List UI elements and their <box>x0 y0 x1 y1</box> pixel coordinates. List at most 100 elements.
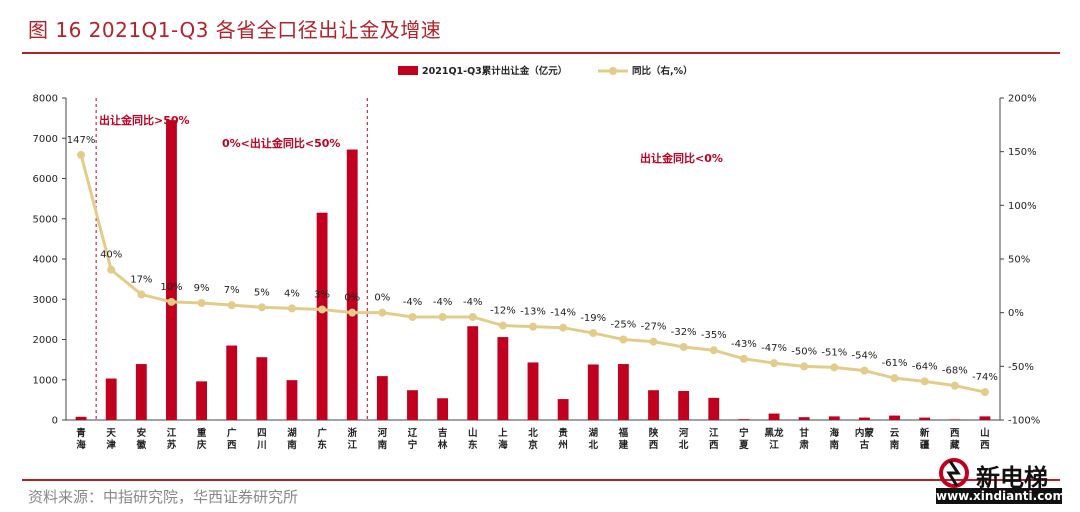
line-point <box>287 304 296 313</box>
line-point <box>197 299 206 308</box>
bar <box>286 380 298 420</box>
category-label: 东 <box>468 439 478 451</box>
data-label: 147% <box>67 135 96 146</box>
right-tick-label: -100% <box>1008 416 1040 427</box>
category-label: 云 <box>890 428 900 439</box>
legend-line-marker <box>609 67 617 75</box>
footer-rule <box>22 479 1060 481</box>
category-label: 东 <box>317 439 327 451</box>
line-point <box>408 312 417 321</box>
bar <box>497 337 509 420</box>
line-point <box>107 265 116 274</box>
category-label: 江 <box>167 427 177 439</box>
line-point <box>589 329 598 338</box>
line-point <box>348 308 357 317</box>
category-label: 新 <box>920 427 930 439</box>
category-label: 州 <box>557 440 568 451</box>
data-label: -47% <box>761 343 787 354</box>
category-label: 江 <box>709 427 719 439</box>
category-label: 湖 <box>287 427 297 439</box>
annotation: 出让金同比>50% <box>99 113 190 127</box>
category-label: 南 <box>378 439 388 451</box>
line-point <box>890 374 899 383</box>
bar <box>858 417 870 420</box>
bar <box>949 419 961 420</box>
bar <box>527 362 539 420</box>
line-point <box>559 323 568 332</box>
category-label: 林 <box>438 439 448 451</box>
category-label: 南 <box>890 439 900 451</box>
data-label: -51% <box>821 347 847 358</box>
bar <box>798 417 810 420</box>
data-label: -35% <box>701 330 727 341</box>
line-point <box>529 322 537 331</box>
category-label: 海 <box>498 439 508 451</box>
bar <box>678 391 690 420</box>
data-label: 0% <box>374 293 390 304</box>
line-point <box>137 290 146 299</box>
data-label: -32% <box>671 327 697 338</box>
watermark-url: www.xindianti.com <box>936 488 1066 504</box>
category-label: 安 <box>137 427 147 439</box>
bar <box>919 417 931 420</box>
category-label: 北 <box>679 439 689 451</box>
line-point <box>468 312 477 321</box>
category-label: 四 <box>257 428 267 439</box>
category-label: 浙 <box>347 427 357 439</box>
category-label: 津 <box>106 439 116 451</box>
left-tick-label: 3000 <box>33 295 58 306</box>
data-label: -54% <box>851 351 877 362</box>
line-point <box>498 321 507 330</box>
annotation: 0%<出让金同比<50% <box>222 136 340 150</box>
category-label: 西 <box>709 440 719 451</box>
category-label: 江 <box>769 439 779 451</box>
line-point <box>709 346 718 355</box>
watermark-text: 新电梯 <box>976 464 1048 492</box>
source-note: 资料来源：中指研究院，华西证券研究所 <box>28 488 299 506</box>
data-label: -13% <box>520 307 546 318</box>
left-tick-label: 0 <box>52 416 58 427</box>
data-label: -12% <box>490 306 516 317</box>
category-label: 西 <box>950 428 960 439</box>
category-label: 北 <box>528 427 538 439</box>
line-point <box>619 335 628 344</box>
line-point <box>679 343 688 352</box>
category-label: 广 <box>227 427 237 439</box>
category-label: 夏 <box>738 440 749 451</box>
data-label: 40% <box>100 250 122 261</box>
category-label: 广 <box>317 427 327 439</box>
line-point <box>830 363 839 372</box>
bar <box>889 415 900 420</box>
data-label: -27% <box>641 322 667 333</box>
category-label: 陕 <box>649 427 659 439</box>
data-label: 9% <box>194 283 210 294</box>
category-label: 海 <box>830 427 840 439</box>
line-point <box>257 303 266 312</box>
category-label: 肃 <box>799 439 809 451</box>
category-label: 山 <box>980 427 990 439</box>
data-label: -19% <box>580 313 606 324</box>
data-label: -43% <box>731 339 757 350</box>
category-label: 西 <box>980 440 990 451</box>
legend-label: 2021Q1-Q3累计出让金（亿元） <box>422 65 567 77</box>
bar <box>738 419 750 420</box>
category-label: 辽 <box>408 427 418 439</box>
left-tick-label: 4000 <box>33 255 58 266</box>
category-label: 天 <box>106 428 116 439</box>
category-label: 徽 <box>136 439 147 451</box>
title-rule <box>22 52 1060 54</box>
bar <box>467 326 479 420</box>
category-label: 上 <box>498 427 508 439</box>
line-point <box>739 354 748 363</box>
left-tick-label: 7000 <box>33 134 58 145</box>
bar <box>135 364 147 420</box>
category-label: 重 <box>197 427 207 439</box>
category-label: 青 <box>76 427 86 439</box>
category-label: 西 <box>649 440 659 451</box>
category-label: 庆 <box>196 439 207 451</box>
line-point <box>800 362 809 371</box>
category-label: 山 <box>468 427 478 439</box>
annotation: 出让金同比<0% <box>640 151 723 165</box>
category-label: 宁 <box>408 439 418 451</box>
